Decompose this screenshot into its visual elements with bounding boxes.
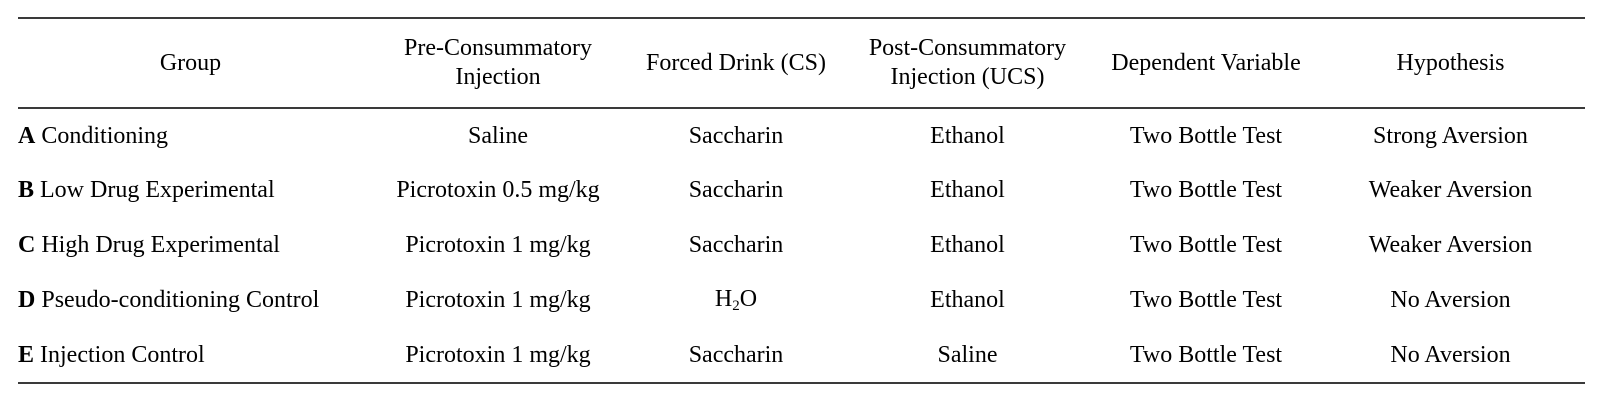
group-cell: C High Drug Experimental [18, 218, 363, 273]
pre-injection-cell: Saline [468, 122, 528, 149]
pre-injection-cell: Picrotoxin 1 mg/kg [405, 287, 591, 313]
post-injection-cell: Saline [839, 328, 1096, 384]
header-forced-drink: Forced Drink (CS) [633, 17, 839, 109]
header-pre-line1: Pre-Consummatory [404, 35, 592, 61]
group-letter: C [18, 232, 36, 258]
dependent-variable-cell: Two Bottle Test [1129, 287, 1283, 313]
table-row: A Conditioning Saline Saccharin Ethanol … [18, 108, 1585, 163]
header-group: Group [18, 17, 363, 109]
formula-main: H [714, 286, 733, 312]
pre-injection-cell: Picrotoxin 1 mg/kg [405, 232, 591, 258]
forced-drink-cell: Saccharin [688, 122, 784, 149]
table-body: A Conditioning Saline Saccharin Ethanol … [18, 108, 1585, 384]
table-header: Group Pre-Consummatory Injection Forced D… [18, 17, 1585, 109]
header-row: Group Pre-Consummatory Injection Forced D… [18, 17, 1585, 109]
group-label: Conditioning [41, 122, 169, 149]
experimental-design-table: Group Pre-Consummatory Injection Forced D… [18, 17, 1585, 384]
group-cell: A Conditioning [18, 108, 363, 163]
hypothesis-cell: Weaker Aversion [1368, 177, 1533, 203]
dependent-variable-cell: Two Bottle Test [1129, 122, 1283, 149]
hypothesis-cell: Strong Aversion [1373, 122, 1528, 149]
header-pre-injection: Pre-Consummatory Injection [363, 17, 633, 109]
group-label: High Drug Experimental [41, 232, 280, 258]
table-row: C High Drug Experimental Picrotoxin 1 mg… [18, 218, 1585, 273]
group-cell: D Pseudo-conditioning Control [18, 273, 363, 328]
group-letter: A [18, 122, 36, 149]
pre-injection-cell: Picrotoxin 1 mg/kg [363, 328, 633, 384]
header-pre-line2: Injection [455, 64, 541, 90]
hypothesis-cell: Weaker Aversion [1368, 232, 1533, 258]
formula-subscript: 2 [732, 298, 740, 314]
forced-drink-cell: Saccharin [688, 232, 784, 258]
header-hypothesis: Hypothesis [1316, 17, 1585, 109]
header-post-line1: Post-Consummatory [868, 35, 1067, 61]
group-label: Pseudo-conditioning Control [41, 287, 320, 313]
group-letter: D [18, 287, 36, 313]
group-letter: B [18, 177, 35, 203]
pre-injection-cell: Picrotoxin 0.5 mg/kg [396, 177, 600, 203]
dependent-variable-cell: Two Bottle Test [1096, 328, 1316, 384]
hypothesis-cell: No Aversion [1316, 328, 1585, 384]
dependent-variable-cell: Two Bottle Test [1129, 232, 1283, 258]
group-letter: E [18, 341, 35, 368]
header-dependent-variable: Dependent Variable [1096, 17, 1316, 109]
group-cell: B Low Drug Experimental [18, 163, 363, 218]
group-label: Injection Control [40, 341, 205, 368]
group-label: Low Drug Experimental [40, 177, 275, 203]
table-row: B Low Drug Experimental Picrotoxin 0.5 m… [18, 163, 1585, 218]
table-row: D Pseudo-conditioning Control Picrotoxin… [18, 273, 1585, 328]
formula-tail: O [739, 286, 758, 312]
hypothesis-cell: No Aversion [1390, 287, 1511, 313]
dependent-variable-cell: Two Bottle Test [1129, 177, 1283, 203]
forced-drink-cell: Saccharin [688, 177, 784, 203]
group-cell: E Injection Control [18, 328, 363, 384]
post-injection-cell: Ethanol [930, 177, 1005, 203]
post-injection-cell: Ethanol [930, 287, 1005, 313]
table-row: E Injection Control Picrotoxin 1 mg/kg S… [18, 328, 1585, 384]
header-post-injection: Post-Consummatory Injection (UCS) [839, 17, 1096, 109]
forced-drink-cell: H2O [633, 273, 839, 328]
header-post-line2: Injection (UCS) [890, 64, 1045, 90]
forced-drink-cell: Saccharin [633, 328, 839, 384]
post-injection-cell: Ethanol [930, 122, 1005, 149]
post-injection-cell: Ethanol [930, 232, 1005, 258]
